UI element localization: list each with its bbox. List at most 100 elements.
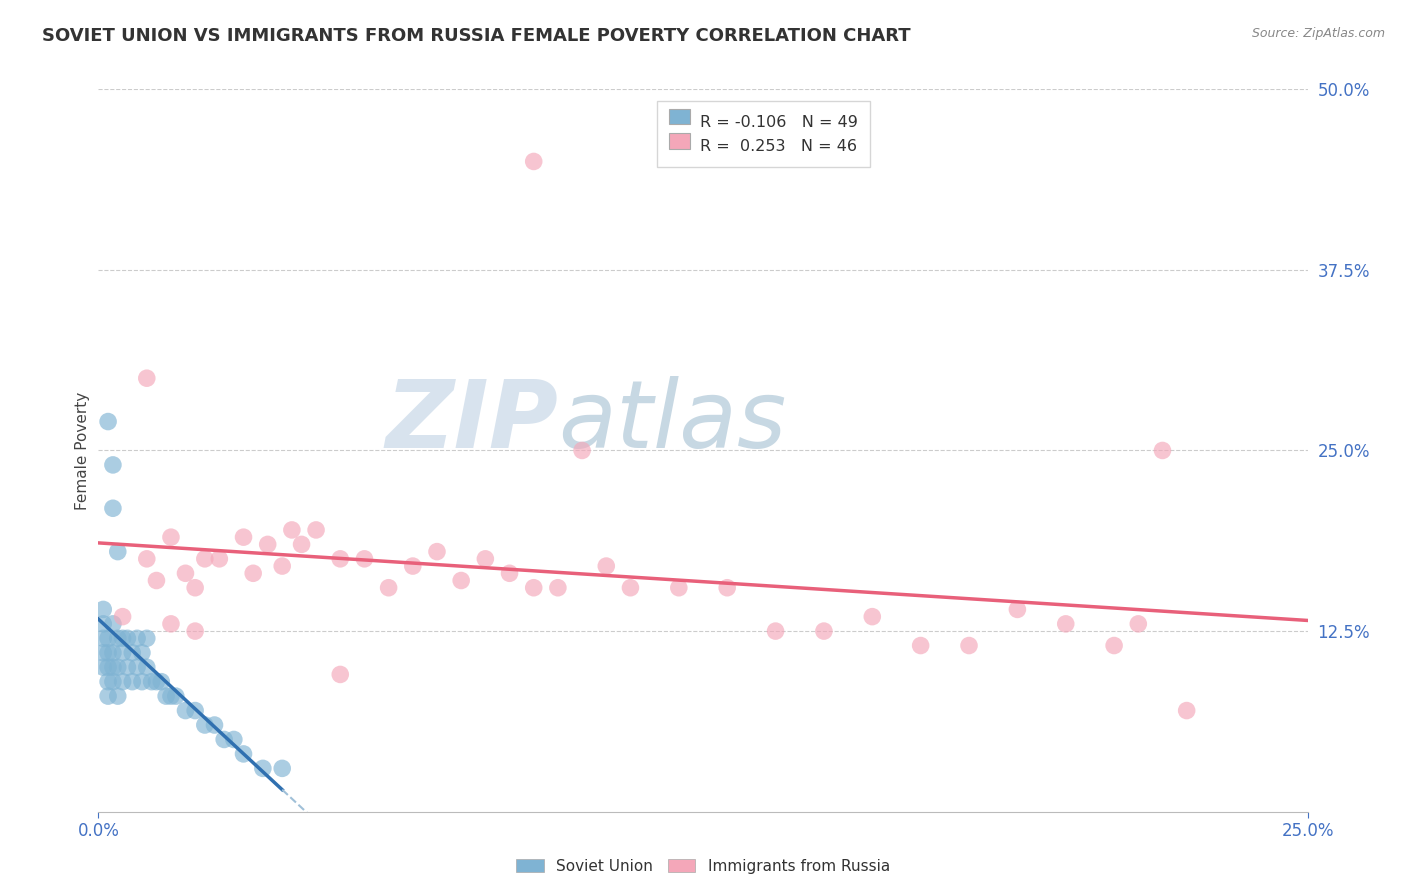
Point xyxy=(208,551,231,566)
Legend: Soviet Union, Immigrants from Russia: Soviet Union, Immigrants from Russia xyxy=(510,853,896,880)
Text: atlas: atlas xyxy=(558,376,786,467)
Point xyxy=(1054,616,1077,631)
Point xyxy=(107,544,129,558)
Point xyxy=(117,632,139,646)
Y-axis label: Female Poverty: Female Poverty xyxy=(75,392,90,509)
Point xyxy=(135,660,157,674)
Point xyxy=(242,566,264,581)
Point xyxy=(127,632,149,646)
Point xyxy=(426,544,449,558)
Point xyxy=(204,718,226,732)
Point xyxy=(107,689,129,703)
Point xyxy=(1175,704,1198,718)
Point xyxy=(145,574,167,588)
Point xyxy=(174,704,197,718)
Point xyxy=(101,616,124,631)
Point xyxy=(91,646,114,660)
Point xyxy=(135,371,157,385)
Point xyxy=(290,537,312,551)
Point xyxy=(957,639,980,653)
Text: Source: ZipAtlas.com: Source: ZipAtlas.com xyxy=(1251,27,1385,40)
Point xyxy=(232,530,254,544)
Point xyxy=(353,551,375,566)
Point xyxy=(813,624,835,639)
Point xyxy=(155,689,177,703)
Point xyxy=(141,674,163,689)
Point xyxy=(97,415,120,429)
Point xyxy=(402,559,425,574)
Point xyxy=(160,616,183,631)
Point xyxy=(117,660,139,674)
Point xyxy=(523,581,546,595)
Point xyxy=(135,551,157,566)
Point xyxy=(91,616,114,631)
Point xyxy=(595,559,617,574)
Point xyxy=(1152,443,1174,458)
Point xyxy=(101,674,124,689)
Point xyxy=(547,581,569,595)
Point xyxy=(127,660,149,674)
Point xyxy=(160,530,183,544)
Point xyxy=(256,537,278,551)
Point xyxy=(184,704,207,718)
Point xyxy=(668,581,690,595)
Point xyxy=(305,523,328,537)
Point xyxy=(281,523,304,537)
Point xyxy=(194,718,217,732)
Point xyxy=(145,674,167,689)
Point xyxy=(450,574,472,588)
Point xyxy=(97,689,120,703)
Point xyxy=(498,566,520,581)
Point xyxy=(131,646,153,660)
Point xyxy=(165,689,187,703)
Text: SOVIET UNION VS IMMIGRANTS FROM RUSSIA FEMALE POVERTY CORRELATION CHART: SOVIET UNION VS IMMIGRANTS FROM RUSSIA F… xyxy=(42,27,911,45)
Point xyxy=(131,674,153,689)
Point xyxy=(910,639,932,653)
Point xyxy=(716,581,738,595)
Point xyxy=(97,646,120,660)
Text: ZIP: ZIP xyxy=(385,376,558,467)
Point xyxy=(765,624,787,639)
Point xyxy=(174,566,197,581)
Point xyxy=(97,632,120,646)
Point xyxy=(194,551,217,566)
Point xyxy=(271,559,294,574)
Point xyxy=(111,674,134,689)
Point xyxy=(377,581,399,595)
Point xyxy=(135,632,157,646)
Point xyxy=(111,632,134,646)
Point xyxy=(91,602,114,616)
Point xyxy=(571,443,593,458)
Legend: R = -0.106   N = 49, R =  0.253   N = 46: R = -0.106 N = 49, R = 0.253 N = 46 xyxy=(657,101,870,167)
Point xyxy=(111,609,134,624)
Point xyxy=(329,667,352,681)
Point xyxy=(121,646,143,660)
Point xyxy=(1102,639,1125,653)
Point xyxy=(91,660,114,674)
Point xyxy=(523,154,546,169)
Point xyxy=(101,660,124,674)
Point xyxy=(1128,616,1150,631)
Point xyxy=(97,660,120,674)
Point xyxy=(619,581,641,595)
Point xyxy=(329,551,352,566)
Point xyxy=(212,732,235,747)
Point xyxy=(252,761,274,775)
Point xyxy=(184,581,207,595)
Point xyxy=(271,761,294,775)
Point xyxy=(91,632,114,646)
Point xyxy=(474,551,496,566)
Point xyxy=(111,646,134,660)
Point xyxy=(860,609,883,624)
Point xyxy=(121,674,143,689)
Point xyxy=(232,747,254,761)
Point xyxy=(150,674,173,689)
Point xyxy=(222,732,245,747)
Point xyxy=(101,501,124,516)
Point xyxy=(160,689,183,703)
Point xyxy=(101,646,124,660)
Point xyxy=(101,458,124,472)
Point xyxy=(97,674,120,689)
Point xyxy=(1007,602,1029,616)
Point xyxy=(107,632,129,646)
